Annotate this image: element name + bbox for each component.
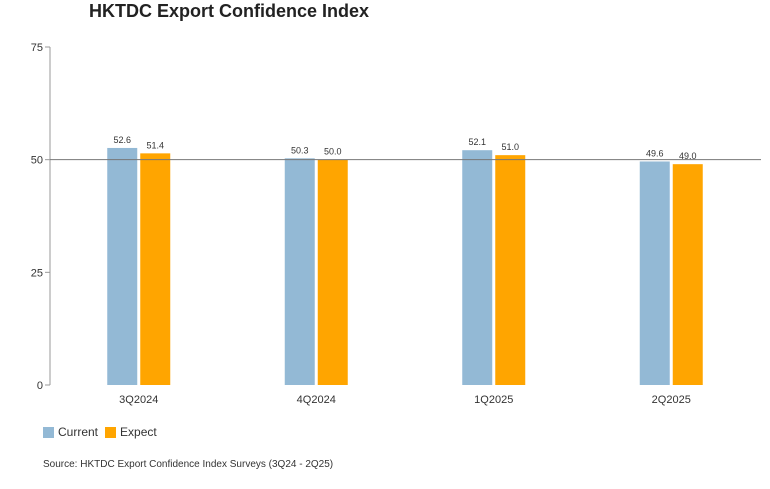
x-tick-label-4Q2024: 4Q2024	[297, 394, 336, 406]
data-label-current-3Q2024: 52.6	[113, 135, 131, 145]
y-tick-label-25: 25	[31, 267, 43, 279]
data-label-expect-4Q2024: 50.0	[324, 147, 342, 157]
bar-expect-4Q2024	[317, 159, 348, 385]
legend-label-expect: Expect	[120, 425, 157, 439]
bar-expect-2Q2025	[672, 164, 703, 385]
legend-label-current: Current	[58, 425, 99, 439]
x-tick-label-3Q2024: 3Q2024	[119, 394, 158, 406]
bar-current-3Q2024	[107, 147, 138, 385]
data-label-current-4Q2024: 50.3	[291, 145, 309, 155]
data-label-expect-3Q2024: 51.4	[146, 140, 164, 150]
data-label-current-1Q2025: 52.1	[468, 137, 486, 147]
y-tick-label-50: 50	[31, 155, 43, 167]
chart-title: HKTDC Export Confidence Index	[89, 1, 370, 21]
source-note: Source: HKTDC Export Confidence Index Su…	[43, 459, 334, 470]
bar-current-2Q2025	[639, 161, 670, 385]
x-tick-label-2Q2025: 2Q2025	[652, 394, 691, 406]
bar-current-1Q2025	[462, 150, 493, 385]
bar-current-4Q2024	[284, 158, 315, 385]
y-tick-label-0: 0	[37, 380, 43, 392]
axes: 0 25 50 75 3Q2024 4Q2024 1Q2025 2Q2025	[31, 42, 691, 406]
bars-group	[107, 147, 703, 385]
legend-item-current[interactable]: Current	[43, 425, 98, 439]
data-label-expect-2Q2025: 49.0	[679, 151, 697, 161]
legend: Current Expect	[43, 425, 164, 439]
bar-expect-3Q2024	[140, 153, 171, 385]
x-tick-label-1Q2025: 1Q2025	[474, 394, 513, 406]
bar-chart: 0 25 50 75 3Q2024 4Q2024 1Q2025 2Q2025 52.6 51.4…	[31, 42, 761, 406]
data-label-expect-1Q2025: 51.0	[501, 142, 519, 152]
legend-swatch-current	[43, 426, 54, 438]
bar-expect-1Q2025	[495, 155, 526, 385]
legend-item-expect[interactable]: Expect	[105, 425, 157, 439]
y-tick-label-75: 75	[31, 42, 43, 54]
data-labels-group: 52.6 51.4 50.3 50.0 52.1 51.0 49.6 49.0	[50, 135, 761, 161]
data-label-current-2Q2025: 49.6	[646, 148, 664, 158]
legend-swatch-expect	[105, 426, 117, 438]
